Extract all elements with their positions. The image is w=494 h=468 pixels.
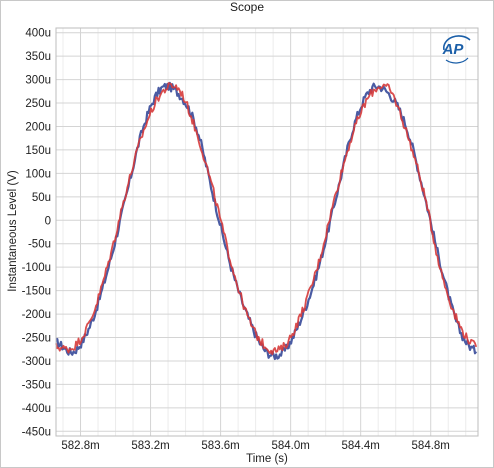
series-line-2 xyxy=(55,82,478,356)
y-tick-label: -350u xyxy=(22,379,51,391)
logo-text: AP xyxy=(442,41,465,58)
y-tick-label: 250u xyxy=(25,98,51,110)
y-tick-label: -450u xyxy=(22,426,51,438)
grid xyxy=(56,28,478,436)
y-tick-label: 300u xyxy=(25,75,51,87)
x-tick-label: 584.8m xyxy=(412,440,450,452)
plot-border xyxy=(55,27,479,437)
y-tick-label: 350u xyxy=(25,51,51,63)
y-tick-label: 0 xyxy=(45,215,51,227)
x-tick-label: 583.6m xyxy=(201,440,239,452)
x-tick-label: 584.0m xyxy=(271,440,309,452)
y-tick-label: -150u xyxy=(22,286,51,298)
y-tick-label: 50u xyxy=(32,192,51,204)
x-tick-label: 583.2m xyxy=(131,440,169,452)
x-tick-label: 582.8m xyxy=(61,440,99,452)
y-tick-label: -300u xyxy=(22,356,51,368)
x-axis-label: Time (s) xyxy=(246,453,288,465)
x-tick-label: 584.4m xyxy=(342,440,380,452)
y-tick-label: -250u xyxy=(22,333,51,345)
axes: 582.8m 583.2m 583.6m 584.0m 584.4m 584.8m 400u… xyxy=(22,27,479,452)
y-tick-label: -200u xyxy=(22,309,51,321)
y-tick-label: 100u xyxy=(25,168,51,180)
chart-title: Scope xyxy=(229,0,265,14)
logo-swoosh xyxy=(442,35,471,51)
y-tick-label: 400u xyxy=(25,28,51,40)
y-tick-label: -400u xyxy=(22,403,51,415)
plot-area xyxy=(56,28,478,436)
y-tick-label: 150u xyxy=(25,145,51,157)
y-tick-label: -50u xyxy=(28,239,51,251)
y-tick-label: 200u xyxy=(25,121,51,133)
ap-logo: AP xyxy=(442,35,471,64)
y-tick-label: -100u xyxy=(22,262,51,274)
series-group xyxy=(55,81,478,361)
logo-swoosh-lower xyxy=(445,57,469,64)
